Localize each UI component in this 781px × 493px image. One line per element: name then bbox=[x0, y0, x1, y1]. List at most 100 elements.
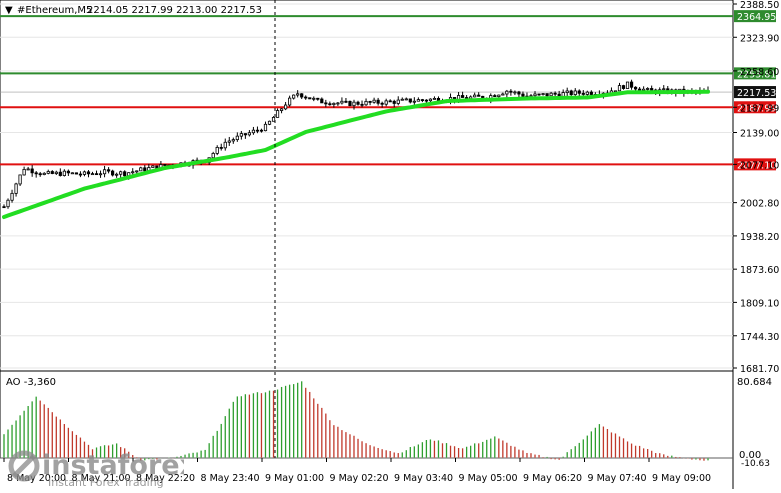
candle-body bbox=[581, 92, 585, 95]
time-tick-label: 9 May 06:20 bbox=[523, 473, 582, 484]
candle-body bbox=[151, 165, 155, 168]
candle-body bbox=[340, 100, 344, 104]
candle-body bbox=[30, 168, 34, 174]
price-tick-label: 2187.99 bbox=[740, 103, 779, 114]
candle-body bbox=[477, 94, 481, 97]
watermark-brand: instaforex bbox=[42, 450, 184, 481]
candle-body bbox=[102, 169, 107, 175]
candle-body bbox=[74, 172, 79, 175]
candle-body bbox=[70, 172, 74, 175]
candle-body bbox=[58, 171, 62, 176]
candle-body bbox=[509, 90, 513, 93]
candle-body bbox=[662, 88, 666, 91]
candle-body bbox=[14, 183, 18, 194]
candle-body bbox=[119, 171, 123, 175]
candle-body bbox=[561, 92, 565, 97]
candle-body bbox=[42, 172, 46, 175]
candle-body bbox=[521, 93, 525, 97]
candle-body bbox=[585, 91, 589, 95]
chart-frame bbox=[0, 0, 734, 459]
candle-body bbox=[54, 171, 58, 174]
symbol-arrow-icon[interactable]: ▼ bbox=[5, 5, 13, 16]
ohlc-values: 2214.05 2217.99 2213.00 2217.53 bbox=[87, 5, 262, 16]
candle-body bbox=[267, 120, 272, 125]
ao-min-label: -10.63 bbox=[741, 459, 770, 469]
candle-body bbox=[106, 169, 111, 172]
time-tick-label: 9 May 01:00 bbox=[265, 473, 324, 484]
candle-body bbox=[638, 88, 642, 91]
candle-body bbox=[34, 172, 38, 175]
candle-body bbox=[328, 103, 332, 106]
candle-body bbox=[139, 167, 143, 172]
candle-body bbox=[497, 94, 501, 97]
time-axis: 8 May 20:00 8 May 21:00 8 May 22:20 8 May 2… bbox=[3, 458, 711, 484]
candle-body bbox=[259, 129, 264, 132]
instaforex-logo: instaforex Instant Forex Trading bbox=[8, 450, 197, 489]
candle-body bbox=[573, 90, 577, 95]
candle-body bbox=[308, 97, 312, 100]
candle-body bbox=[283, 104, 288, 110]
time-tick-label: 8 May 22:20 bbox=[136, 473, 195, 484]
candle-body bbox=[501, 93, 505, 96]
level-label-box bbox=[734, 67, 776, 80]
ao-max-label: 80.684 bbox=[737, 377, 772, 388]
time-tick-label: 9 May 09:00 bbox=[652, 473, 711, 484]
candle-body bbox=[123, 171, 127, 177]
candle-body bbox=[400, 98, 404, 101]
candle-body bbox=[115, 173, 119, 176]
candle-body bbox=[304, 96, 308, 99]
current-price-box bbox=[734, 86, 776, 99]
candle-body bbox=[416, 99, 420, 102]
candle-body bbox=[300, 93, 304, 98]
candle-body bbox=[569, 90, 573, 95]
price-tick-label: 2002.80 bbox=[740, 199, 779, 210]
candle-body bbox=[279, 108, 284, 111]
price-axis: 2388.50 2323.90 2258.60 2187.99 2139.00 2077.… bbox=[733, 0, 779, 375]
instaforex-watermark: instaforex Instant Forex Trading bbox=[4, 446, 197, 489]
level-label-box bbox=[734, 10, 776, 23]
candle-body bbox=[513, 91, 517, 94]
candle-body bbox=[650, 88, 654, 91]
candle-body bbox=[46, 171, 50, 174]
candle-body bbox=[646, 88, 650, 90]
ma-line bbox=[2, 89, 710, 219]
candle-body bbox=[219, 146, 223, 149]
candle-body bbox=[324, 102, 328, 105]
candle-body bbox=[617, 85, 622, 92]
candle-body bbox=[275, 110, 280, 118]
candle-body bbox=[493, 95, 497, 97]
candle-body bbox=[352, 101, 356, 107]
candle-body bbox=[135, 170, 139, 173]
candle-body bbox=[388, 100, 392, 103]
price-tick-label: 2323.90 bbox=[740, 33, 779, 44]
candle-body bbox=[553, 92, 557, 95]
ao-title: AO -3,360 bbox=[6, 377, 56, 388]
candle-body bbox=[50, 171, 54, 174]
ao-zero-label: 0.00 bbox=[739, 450, 761, 461]
price-tick-label: 2077.10 bbox=[740, 160, 779, 171]
candle-body bbox=[336, 102, 340, 105]
candle-body bbox=[235, 135, 239, 141]
candle-body bbox=[131, 171, 135, 174]
candle-body bbox=[163, 164, 167, 166]
candle-body bbox=[577, 90, 581, 94]
level-label: 2187.99 bbox=[737, 103, 776, 114]
ao-histogram bbox=[0, 381, 733, 461]
candle-body bbox=[271, 117, 276, 122]
candle-body bbox=[288, 97, 292, 106]
candle-body bbox=[38, 173, 42, 176]
candle-body bbox=[239, 133, 243, 137]
candle-body bbox=[541, 93, 545, 95]
candle-body bbox=[565, 90, 569, 93]
price-tick-label: 1873.60 bbox=[740, 265, 779, 276]
price-tick-label: 1681.70 bbox=[740, 364, 779, 375]
current-price-label: 2217.53 bbox=[737, 88, 776, 99]
candle-body bbox=[364, 100, 368, 106]
candle-body bbox=[613, 90, 618, 93]
candle-body bbox=[372, 99, 376, 103]
candle-body bbox=[227, 140, 231, 143]
candle-body bbox=[26, 168, 30, 171]
time-tick-label: 8 May 20:00 bbox=[7, 473, 66, 484]
